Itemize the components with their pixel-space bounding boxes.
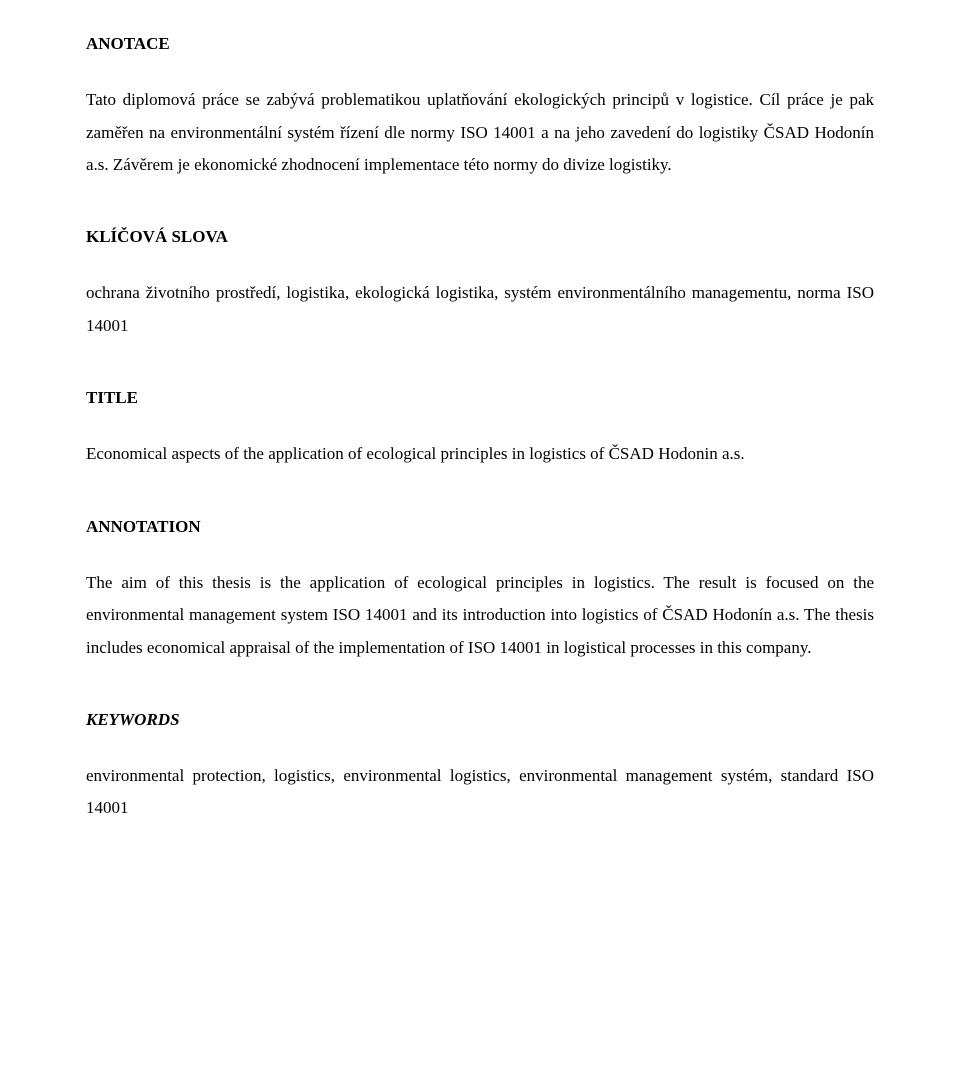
annotation-body: The aim of this thesis is the applicatio… xyxy=(86,567,874,664)
anotace-body: Tato diplomová práce se zabývá problemat… xyxy=(86,84,874,181)
section-heading-anotace: ANOTACE xyxy=(86,28,874,60)
section-heading-klicova-slova: KLÍČOVÁ SLOVA xyxy=(86,221,874,253)
keywords-body: environmental protection, logistics, env… xyxy=(86,760,874,825)
section-heading-title: TITLE xyxy=(86,382,874,414)
title-body: Economical aspects of the application of… xyxy=(86,438,874,470)
section-heading-annotation: ANNOTATION xyxy=(86,511,874,543)
section-heading-keywords: KEYWORDS xyxy=(86,704,874,736)
klicova-slova-body: ochrana životního prostředí, logistika, … xyxy=(86,277,874,342)
